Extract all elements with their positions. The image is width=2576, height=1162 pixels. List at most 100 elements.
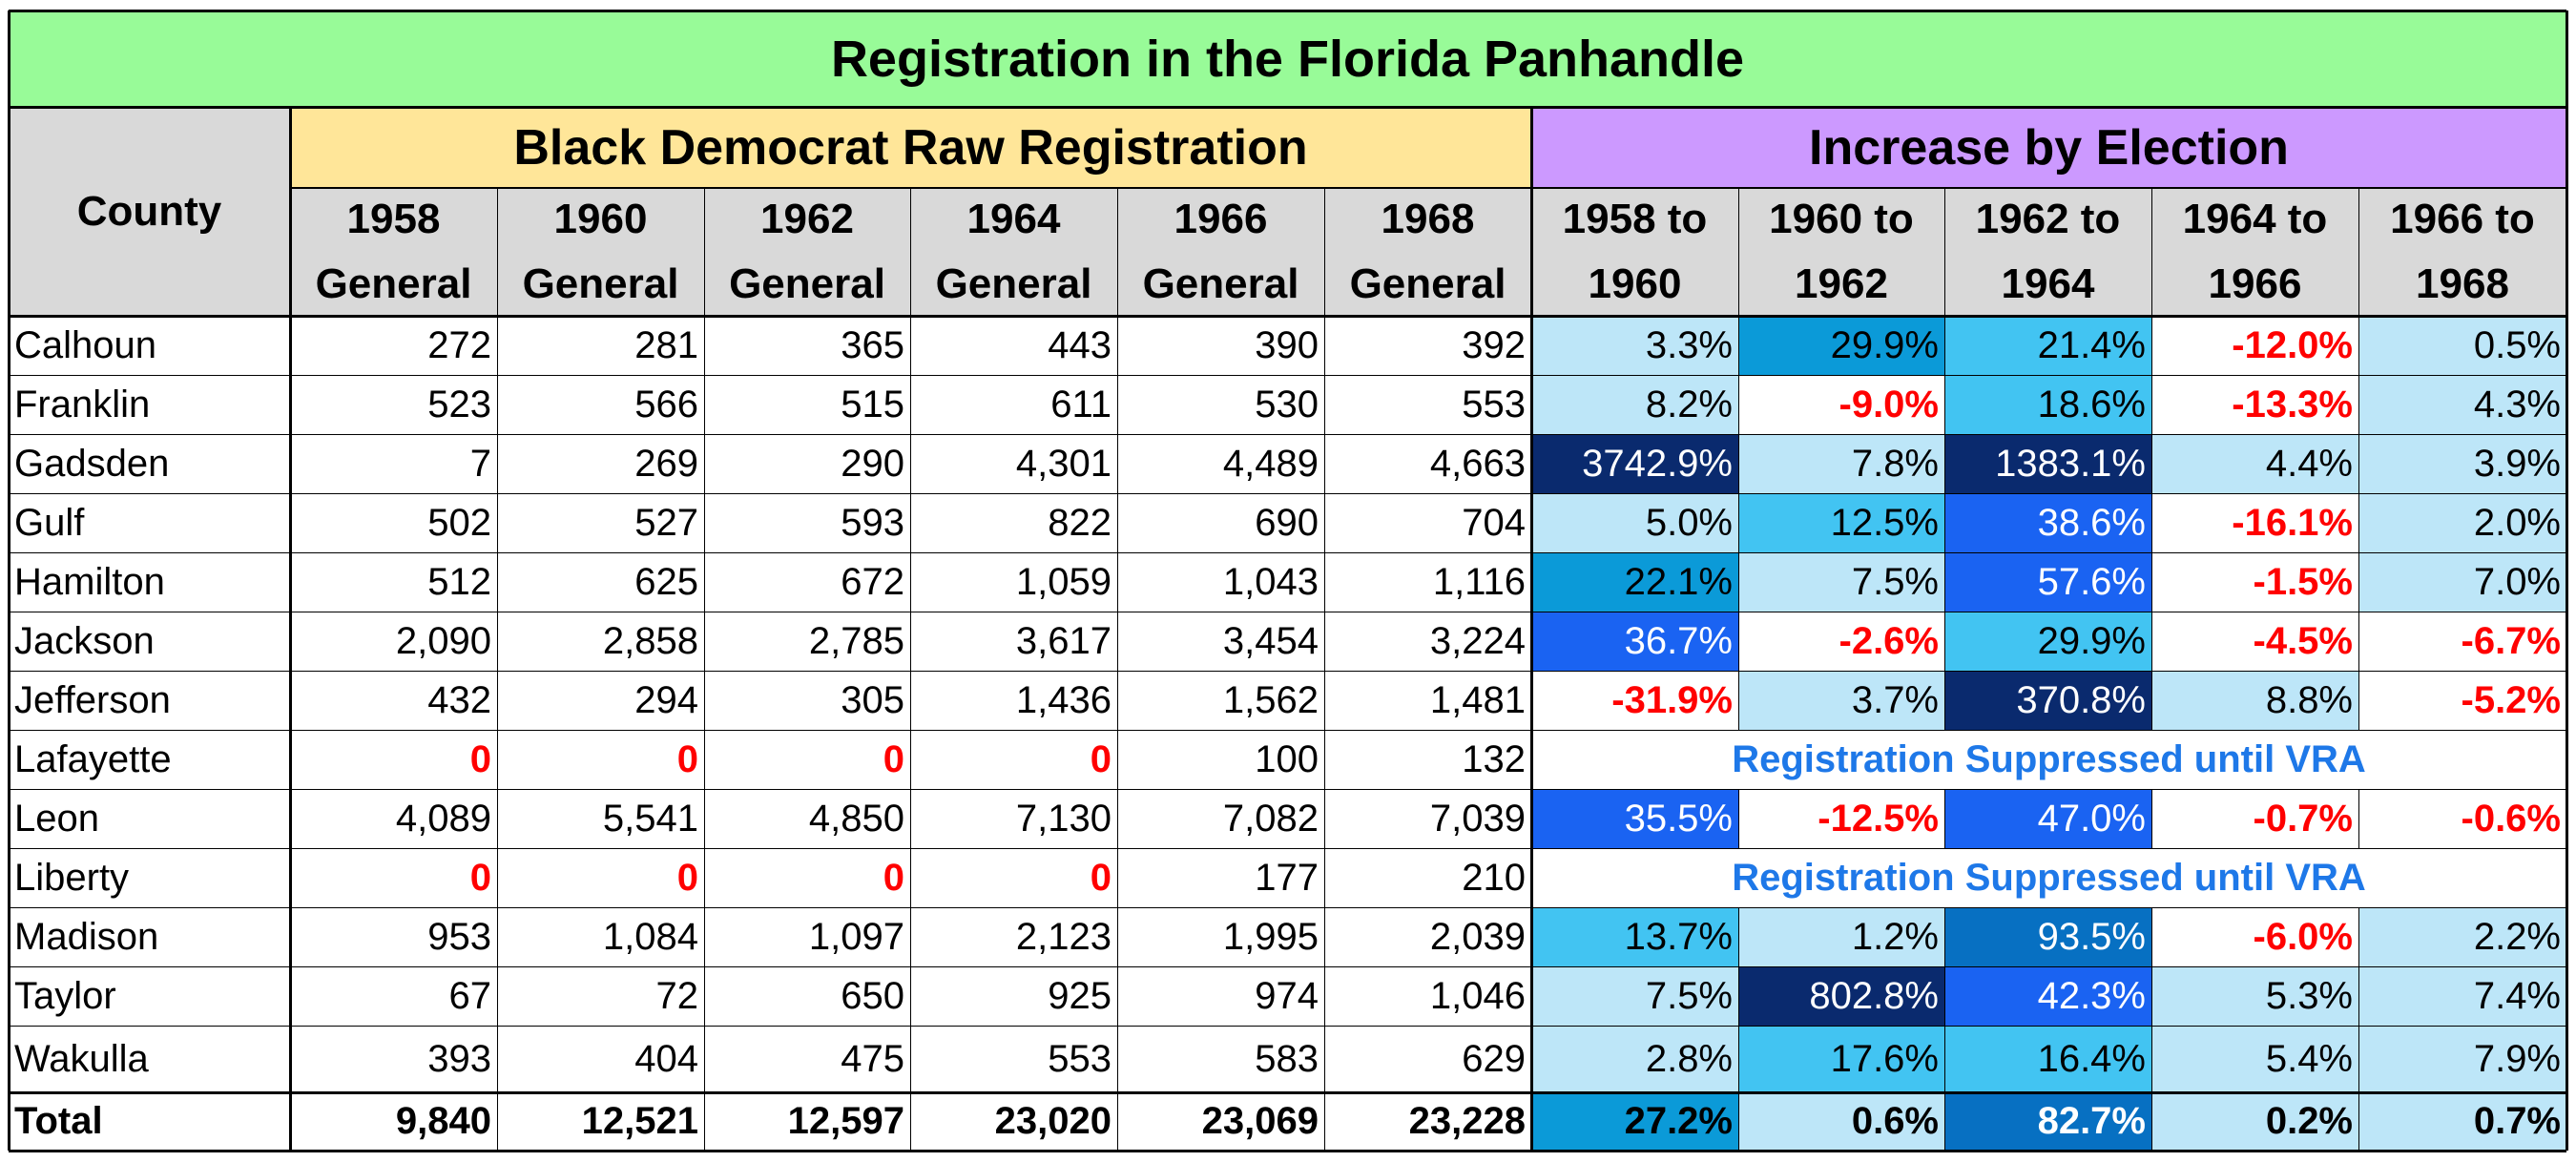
grid-line [9,730,2566,731]
grid-line [2566,10,2568,1151]
raw-count-cell: 393 [290,1026,497,1092]
raw-count-value: 650 [841,974,904,1017]
raw-count-value: 0 [1090,856,1111,899]
grid-line [497,188,498,1151]
grid-line [2151,612,2152,671]
column-header-year: 1964 [966,196,1061,242]
raw-count-cell: 2,090 [290,612,497,671]
raw-count-cell: 5,541 [497,789,704,848]
increase-cell: 7.9% [2358,1026,2566,1092]
grid-line [1738,671,1739,730]
grid-line [704,188,705,1151]
increase-cell: 7.0% [2358,552,2566,612]
grid-line [1944,552,1945,612]
grid-line [1944,188,1945,316]
grid-line [1944,1092,1945,1151]
raw-count-value: 553 [1048,1037,1111,1080]
raw-count-cell: 23,228 [1324,1092,1531,1151]
raw-count-value: 512 [427,560,491,603]
increase-cell: -16.1% [2151,493,2358,552]
raw-count-cell: 0 [497,730,704,789]
increase-value: -1.5% [2253,560,2354,603]
raw-count-value: 5,541 [602,797,698,840]
column-header-year: 1962 [760,196,854,242]
raw-count-cell: 0 [704,848,910,907]
raw-count-cell: 4,850 [704,789,910,848]
increase-value: 2.2% [2473,915,2561,958]
increase-value: 3.3% [1645,323,1733,366]
grid-line [2151,434,2152,493]
increase-value: 12.5% [1830,501,1939,544]
increase-value: 27.2% [1624,1100,1733,1142]
raw-count-value: 611 [1050,383,1111,425]
grid-line [1738,375,1739,434]
raw-count-value: 67 [448,974,492,1017]
raw-count-value: 1,562 [1222,678,1319,721]
raw-count-cell: 7 [290,434,497,493]
increase-cell: 16.4% [1944,1026,2151,1092]
increase-cell: 22.1% [1531,552,1738,612]
raw-count-value: 1,084 [602,915,698,958]
raw-count-value: 0 [883,856,904,899]
increase-value: 7.8% [1851,442,1939,485]
column-header: 1964 to 1966 [2151,188,2358,316]
suppressed-note-text: Registration Suppressed until VRA [1732,856,2366,899]
raw-count-value: 3,224 [1429,619,1526,662]
raw-count-cell: 392 [1324,316,1531,375]
increase-cell: -0.6% [2358,789,2566,848]
raw-count-cell: 0 [910,730,1117,789]
grid-line [1738,188,1739,316]
raw-count-value: 7 [469,442,491,485]
increase-value: -13.3% [2232,383,2353,425]
raw-count-cell: 527 [497,493,704,552]
raw-count-value: 294 [634,678,698,721]
raw-count-cell: 4,301 [910,434,1117,493]
column-header-type: General [1142,260,1299,307]
raw-count-cell: 7,130 [910,789,1117,848]
increase-cell: 8.8% [2151,671,2358,730]
raw-count-cell: 704 [1324,493,1531,552]
grid-line [290,187,2566,189]
increase-value: 0.5% [2473,323,2561,366]
raw-count-value: 4,850 [808,797,904,840]
increase-value: -6.7% [2461,619,2562,662]
raw-count-value: 1,059 [1015,560,1111,603]
raw-count-value: 953 [427,915,491,958]
total-label-text: Total [14,1100,103,1142]
increase-cell: 13.7% [1531,907,1738,966]
increase-value: 82.7% [2037,1100,2146,1142]
raw-count-cell: 2,785 [704,612,910,671]
increase-value: 47.0% [2037,797,2146,840]
increase-value: 22.1% [1624,560,1733,603]
grid-line [2151,1026,2152,1092]
increase-value: 7.4% [2473,974,2561,1017]
column-header: 1958 General [290,188,497,316]
table-title-text: Registration in the Florida Panhandle [830,30,1745,88]
grid-line [1944,434,1945,493]
grid-line [1944,493,1945,552]
raw-count-value: 365 [841,323,904,366]
grid-line [2151,188,2152,316]
raw-count-value: 0 [469,737,491,780]
increase-cell: 2.0% [2358,493,2566,552]
raw-count-cell: 269 [497,434,704,493]
raw-count-cell: 210 [1324,848,1531,907]
raw-count-value: 443 [1048,323,1111,366]
county-name-text: Franklin [14,383,151,425]
county-name-text: Jefferson [14,678,171,721]
raw-count-cell: 100 [1117,730,1324,789]
raw-count-value: 475 [841,1037,904,1080]
grid-line [9,10,2566,12]
increase-cell: 27.2% [1531,1092,1738,1151]
column-header-to: 1964 [2001,260,2095,307]
grid-line [1738,316,1739,375]
increase-value: 802.8% [1809,974,1939,1017]
increase-value: 3742.9% [1582,442,1733,485]
raw-count-value: 1,097 [808,915,904,958]
increase-cell: 7.4% [2358,966,2566,1026]
raw-count-cell: 0 [704,730,910,789]
grid-line [9,1150,2566,1152]
suppressed-note: Registration Suppressed until VRA [1531,730,2566,789]
raw-count-cell: 925 [910,966,1117,1026]
increase-value: 0.6% [1851,1100,1939,1142]
